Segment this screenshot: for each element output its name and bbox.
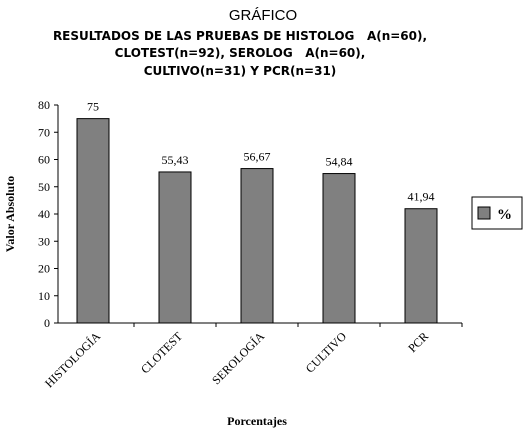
legend-swatch: [477, 206, 491, 220]
legend-label: %: [497, 207, 512, 223]
x-tick-label: CULTIVO: [303, 329, 350, 376]
y-tick-label: 80: [38, 98, 50, 112]
value-label: 56,67: [244, 150, 271, 164]
y-tick-label: 20: [38, 262, 50, 276]
bar: [404, 208, 438, 324]
y-tick-label: 30: [38, 234, 50, 248]
x-tick-label: PCR: [405, 329, 431, 355]
y-tick-label: 70: [38, 125, 50, 139]
subtitle: CULTIVO(n=31) Y PCR(n=31): [144, 64, 337, 78]
y-tick-label: 0: [44, 316, 50, 330]
value-label: 55,43: [162, 153, 189, 167]
subtitle: RESULTADOS DE LAS PRUEBAS DE HISTOLOG A(…: [53, 29, 427, 43]
y-axis-title: Valor Absoluto: [3, 176, 17, 252]
chart-title: GRÁFICO: [229, 7, 297, 24]
value-label: 54,84: [326, 155, 353, 169]
x-tick-label: HISTOLOGÍA: [42, 329, 103, 390]
bar: [76, 118, 110, 324]
value-label: 41,94: [408, 190, 435, 204]
y-tick-label: 40: [38, 207, 50, 221]
bar: [322, 173, 356, 324]
x-tick-label: CLOTEST: [138, 329, 186, 377]
y-tick-label: 10: [38, 289, 50, 303]
subtitle: CLOTEST(n=92), SEROLOG A(n=60),: [115, 46, 366, 60]
bar: [158, 171, 192, 324]
y-tick-label: 60: [38, 153, 50, 167]
x-tick-label: SEROLOGÍA: [209, 329, 267, 387]
y-tick-label: 50: [38, 180, 50, 194]
value-label: 75: [87, 100, 99, 114]
x-axis-title: Porcentajes: [227, 414, 287, 428]
bar: [240, 168, 274, 324]
